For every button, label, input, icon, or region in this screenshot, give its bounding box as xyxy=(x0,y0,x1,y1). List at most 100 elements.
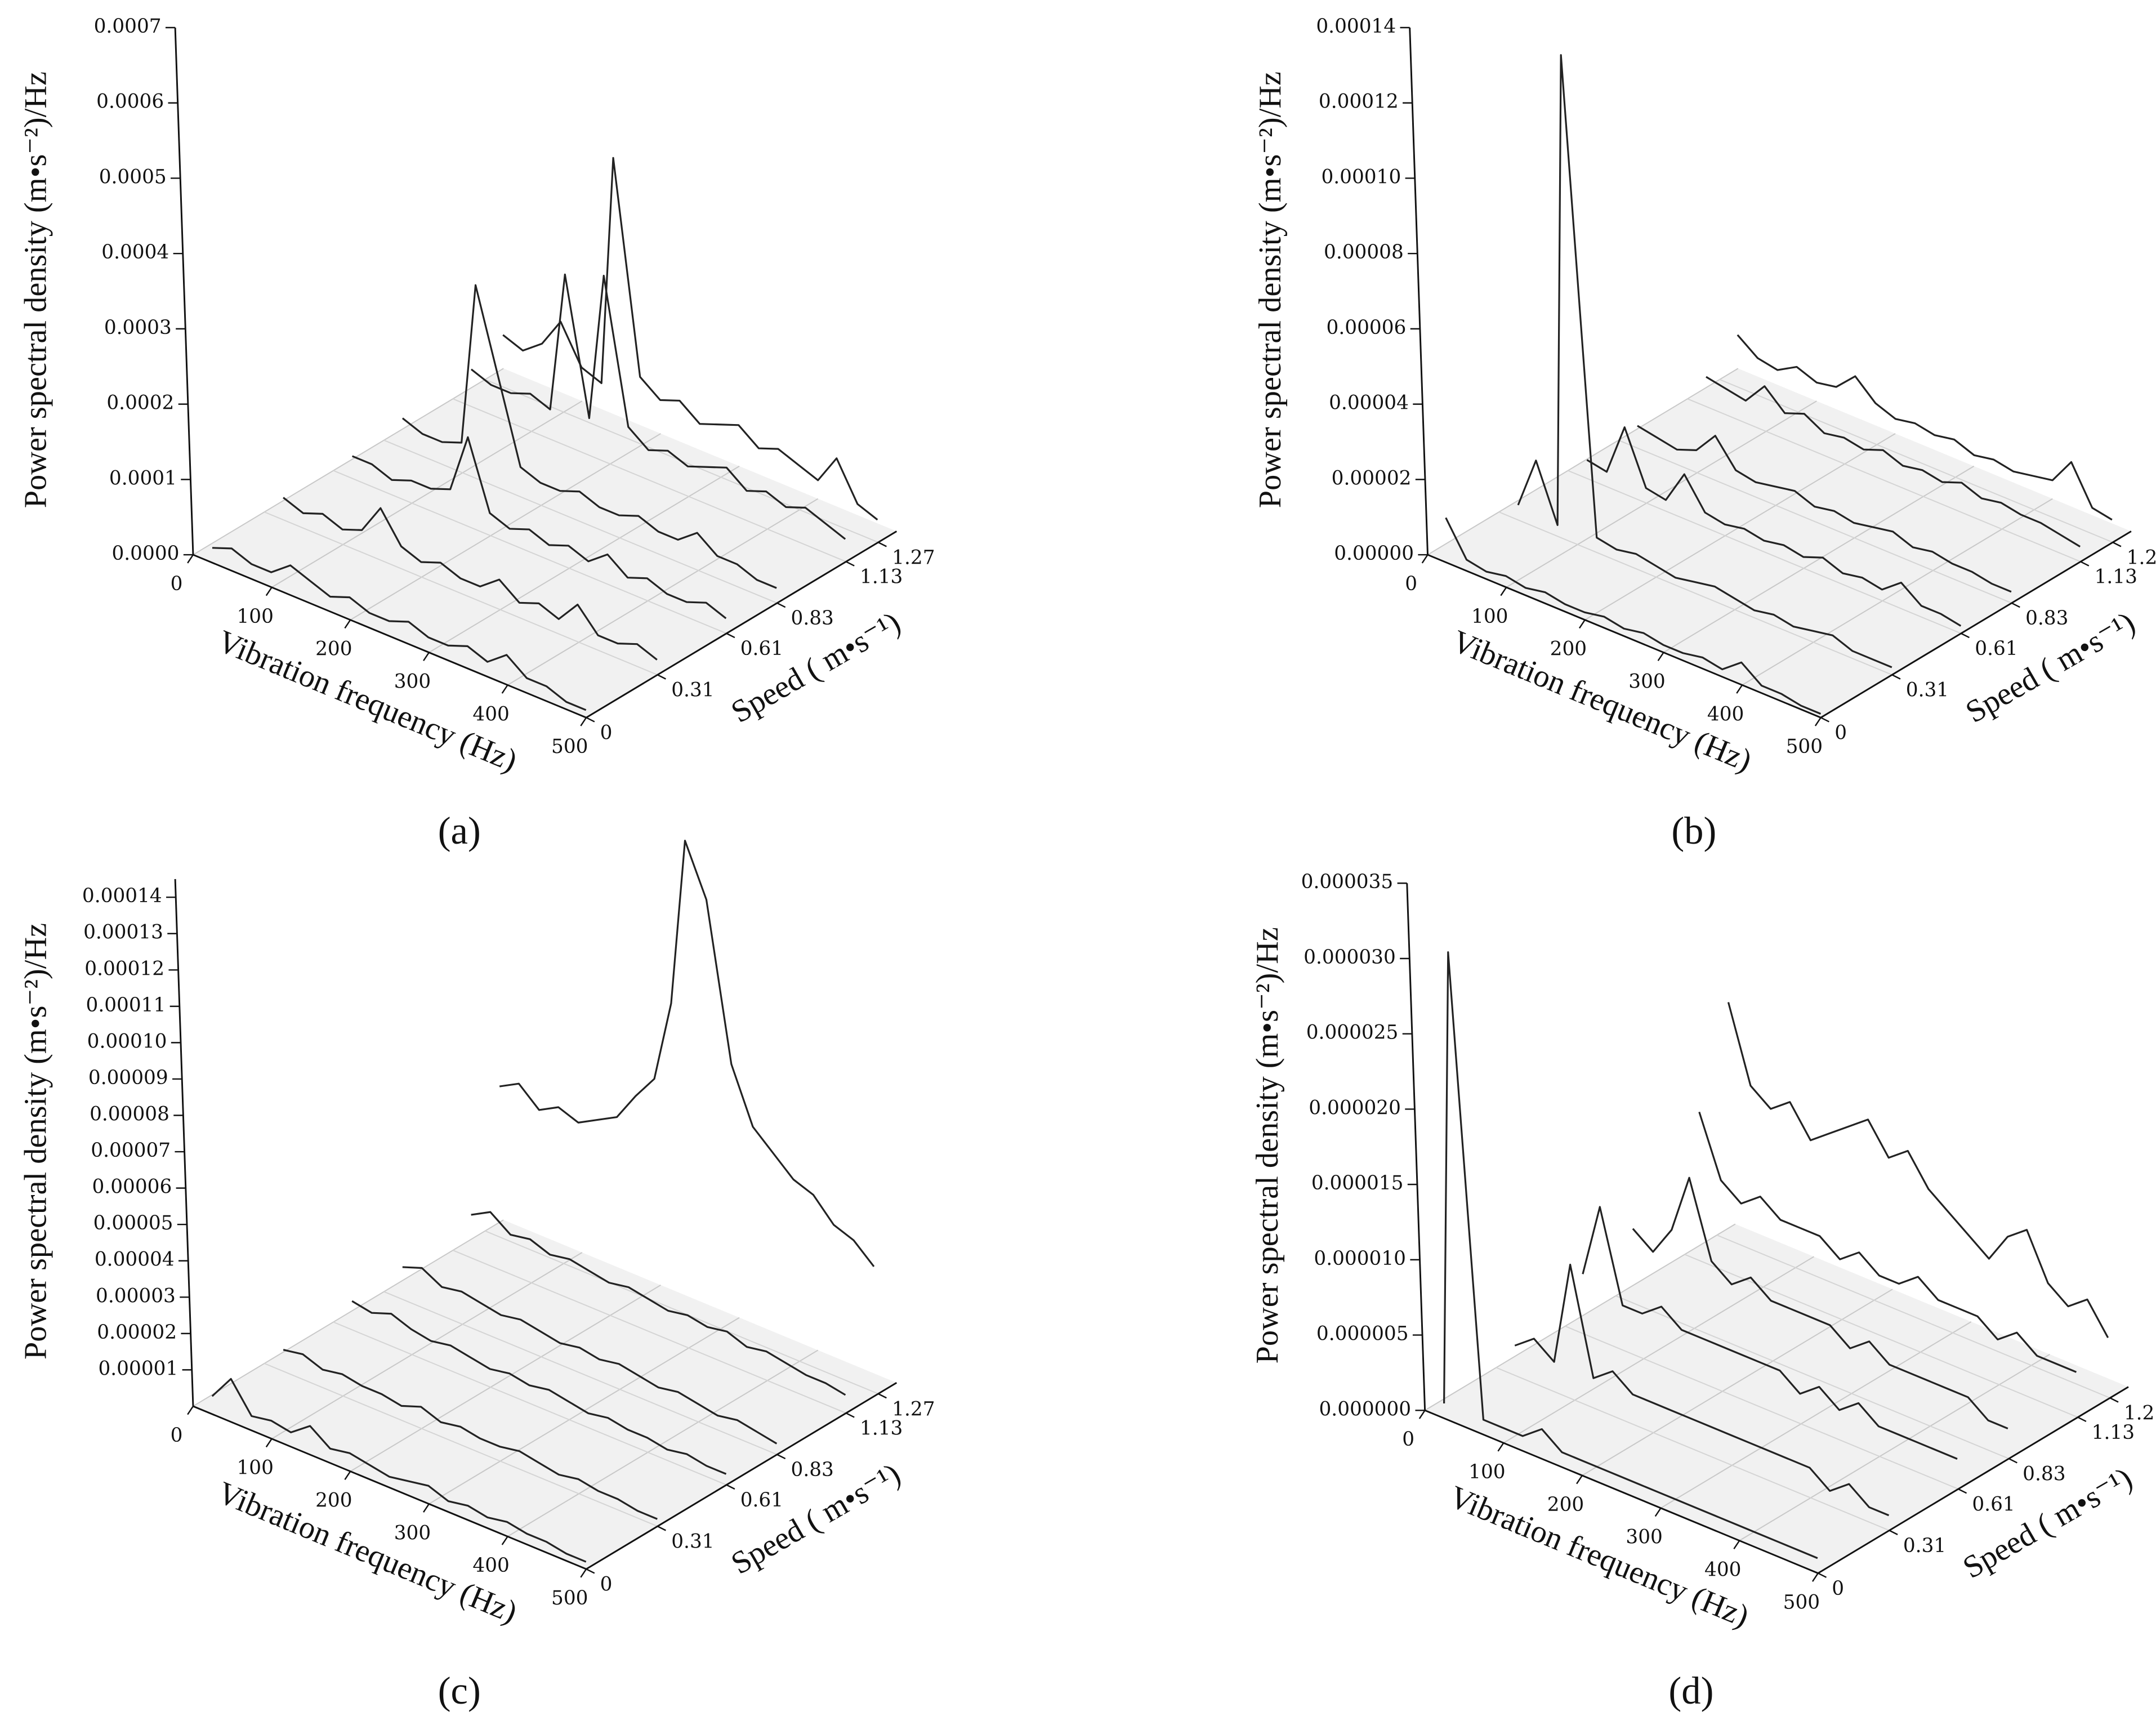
z-tick-label: 1.13 xyxy=(2095,566,2137,589)
y-tick-label: 0.0002 xyxy=(106,392,174,414)
y-tick-label: 0.00012 xyxy=(84,957,164,980)
floor-grid-line xyxy=(1687,398,2081,563)
x-tick-label: 300 xyxy=(394,670,431,693)
floor xyxy=(1427,368,2131,718)
x-tick-label: 100 xyxy=(236,1457,273,1479)
spectrum-line xyxy=(471,1211,846,1396)
z-axis xyxy=(586,531,898,719)
floor-grid-line xyxy=(1427,368,1739,555)
z-tick xyxy=(776,602,786,608)
z-tick xyxy=(845,1412,855,1418)
y-tick-label: 0.00006 xyxy=(1327,317,1407,339)
y-tick-label: 0.0007 xyxy=(94,15,162,38)
y-tick-label: 0.000025 xyxy=(1306,1022,1399,1044)
z-tick-label: 0.31 xyxy=(1903,1535,1946,1557)
floor-grid-line xyxy=(383,439,778,604)
y-tick-label: 0.00009 xyxy=(88,1067,168,1089)
spectrum-line xyxy=(1586,426,1962,627)
z-tick xyxy=(726,1484,735,1490)
x-tick-label: 400 xyxy=(472,703,509,725)
z-tick-label: 1.27 xyxy=(2124,1402,2156,1425)
spectrum-line xyxy=(1443,951,1818,1559)
x-tick xyxy=(1421,554,1429,564)
z-tick-label: 0.61 xyxy=(740,1489,783,1512)
z-tick xyxy=(2112,541,2122,547)
y-tick-label: 0.00006 xyxy=(92,1176,172,1198)
z-tick xyxy=(845,561,855,567)
x-tick-label: 400 xyxy=(472,1554,509,1577)
x-axis xyxy=(1425,1409,1819,1574)
spectrum-line xyxy=(1727,1002,2109,1339)
x-tick xyxy=(265,587,273,596)
y-tick-label: 0.00004 xyxy=(95,1249,175,1271)
spectrum-line xyxy=(1698,1111,2077,1373)
x-tick-label: 200 xyxy=(315,638,352,661)
floor-grid-line xyxy=(428,465,740,653)
floor-grid-line xyxy=(333,470,727,634)
y-tick-label: 0.00010 xyxy=(87,1030,167,1053)
x-tick xyxy=(344,619,351,629)
x-tick-label: 100 xyxy=(236,605,273,628)
y-tick-label: 0.000030 xyxy=(1304,946,1396,969)
floor-grid-line xyxy=(1565,1325,1959,1490)
z-tick xyxy=(776,1454,786,1460)
x-tick xyxy=(1657,652,1664,661)
floor-grid-line xyxy=(1496,1367,1890,1531)
spectrum-line xyxy=(499,840,875,1267)
panel-label: (a) xyxy=(438,809,481,852)
x-tick-label: 0 xyxy=(1405,573,1417,595)
y-axis xyxy=(174,27,194,555)
y-axis-title: Power spectral density (m•s⁻²)/Hz xyxy=(19,72,53,508)
x-tick xyxy=(1733,1540,1740,1550)
z-tick-label: 1.13 xyxy=(860,566,903,589)
x-tick-label: 200 xyxy=(1547,1494,1584,1516)
z-tick-label: 0.31 xyxy=(671,1531,714,1553)
floor-grid-line xyxy=(1498,511,1892,676)
z-axis xyxy=(1818,1386,2129,1574)
x-tick xyxy=(1500,587,1507,596)
z-tick xyxy=(878,541,887,547)
x-axis xyxy=(193,1405,587,1570)
spectrum-line xyxy=(1632,1176,2008,1430)
y-tick-label: 0.00014 xyxy=(82,885,162,907)
z-tick-label: 0.83 xyxy=(2025,607,2068,630)
y-axis-title: Power spectral density (m•s⁻²)/Hz xyxy=(1250,927,1285,1363)
z-tick xyxy=(726,632,735,639)
z-tick-label: 0.31 xyxy=(671,679,714,702)
z-tick-label: 0 xyxy=(1834,722,1847,745)
floor xyxy=(1425,1224,2129,1574)
z-tick xyxy=(657,674,666,680)
y-axis xyxy=(174,879,194,1407)
z-tick-label: 1.13 xyxy=(860,1418,903,1440)
x-tick-label: 500 xyxy=(551,1587,588,1610)
y-axis-title: Power spectral density (m•s⁻²)/Hz xyxy=(1253,72,1288,508)
floor-grid-line xyxy=(1716,1234,2110,1399)
z-tick-label: 0 xyxy=(600,1574,613,1596)
spectrum-line xyxy=(502,157,878,521)
floor-grid-line xyxy=(452,398,846,563)
spectrum-line xyxy=(1706,376,2081,547)
z-tick-label: 1.27 xyxy=(2127,546,2156,569)
z-tick xyxy=(1958,1488,1967,1494)
z-tick-label: 1.27 xyxy=(892,546,935,569)
x-tick xyxy=(501,1536,508,1545)
x-tick xyxy=(187,554,194,564)
x-axis xyxy=(1427,554,1822,719)
floor-grid-line xyxy=(452,1250,846,1414)
floor xyxy=(193,1220,897,1570)
z-tick-label: 0.61 xyxy=(1975,638,2017,660)
x-tick-label: 200 xyxy=(1550,638,1587,661)
z-tick-label: 0.83 xyxy=(791,607,834,630)
z-tick-label: 0 xyxy=(600,722,613,745)
x-tick-label: 500 xyxy=(1783,1591,1820,1613)
floor-grid-line xyxy=(271,400,583,588)
floor-grid-line xyxy=(1742,498,2053,686)
z-tick xyxy=(2080,561,2090,567)
spectrum-line xyxy=(351,1300,727,1475)
x-tick-label: 500 xyxy=(551,736,588,758)
spectrum-line xyxy=(1582,1206,1958,1460)
z-tick-label: 0.61 xyxy=(1972,1493,2015,1515)
y-axis xyxy=(1409,27,1429,555)
y-tick-label: 0.000010 xyxy=(1314,1247,1406,1270)
z-tick xyxy=(2008,1457,2017,1464)
